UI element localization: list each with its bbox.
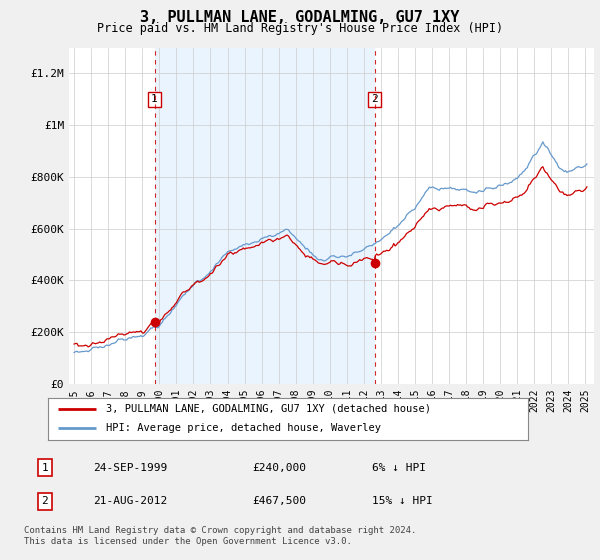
Text: HPI: Average price, detached house, Waverley: HPI: Average price, detached house, Wave… — [106, 423, 380, 433]
Text: 1: 1 — [151, 94, 158, 104]
Text: 3, PULLMAN LANE, GODALMING, GU7 1XY: 3, PULLMAN LANE, GODALMING, GU7 1XY — [140, 10, 460, 25]
Text: 1: 1 — [41, 463, 49, 473]
Text: £467,500: £467,500 — [252, 496, 306, 506]
Text: 2: 2 — [41, 496, 49, 506]
Text: 6% ↓ HPI: 6% ↓ HPI — [372, 463, 426, 473]
Text: 21-AUG-2012: 21-AUG-2012 — [93, 496, 167, 506]
Text: 2: 2 — [371, 94, 378, 104]
Text: 3, PULLMAN LANE, GODALMING, GU7 1XY (detached house): 3, PULLMAN LANE, GODALMING, GU7 1XY (det… — [106, 404, 431, 414]
Text: £240,000: £240,000 — [252, 463, 306, 473]
Text: 24-SEP-1999: 24-SEP-1999 — [93, 463, 167, 473]
Text: 15% ↓ HPI: 15% ↓ HPI — [372, 496, 433, 506]
Text: Contains HM Land Registry data © Crown copyright and database right 2024.
This d: Contains HM Land Registry data © Crown c… — [24, 526, 416, 546]
Text: Price paid vs. HM Land Registry's House Price Index (HPI): Price paid vs. HM Land Registry's House … — [97, 22, 503, 35]
Bar — [155, 48, 374, 384]
